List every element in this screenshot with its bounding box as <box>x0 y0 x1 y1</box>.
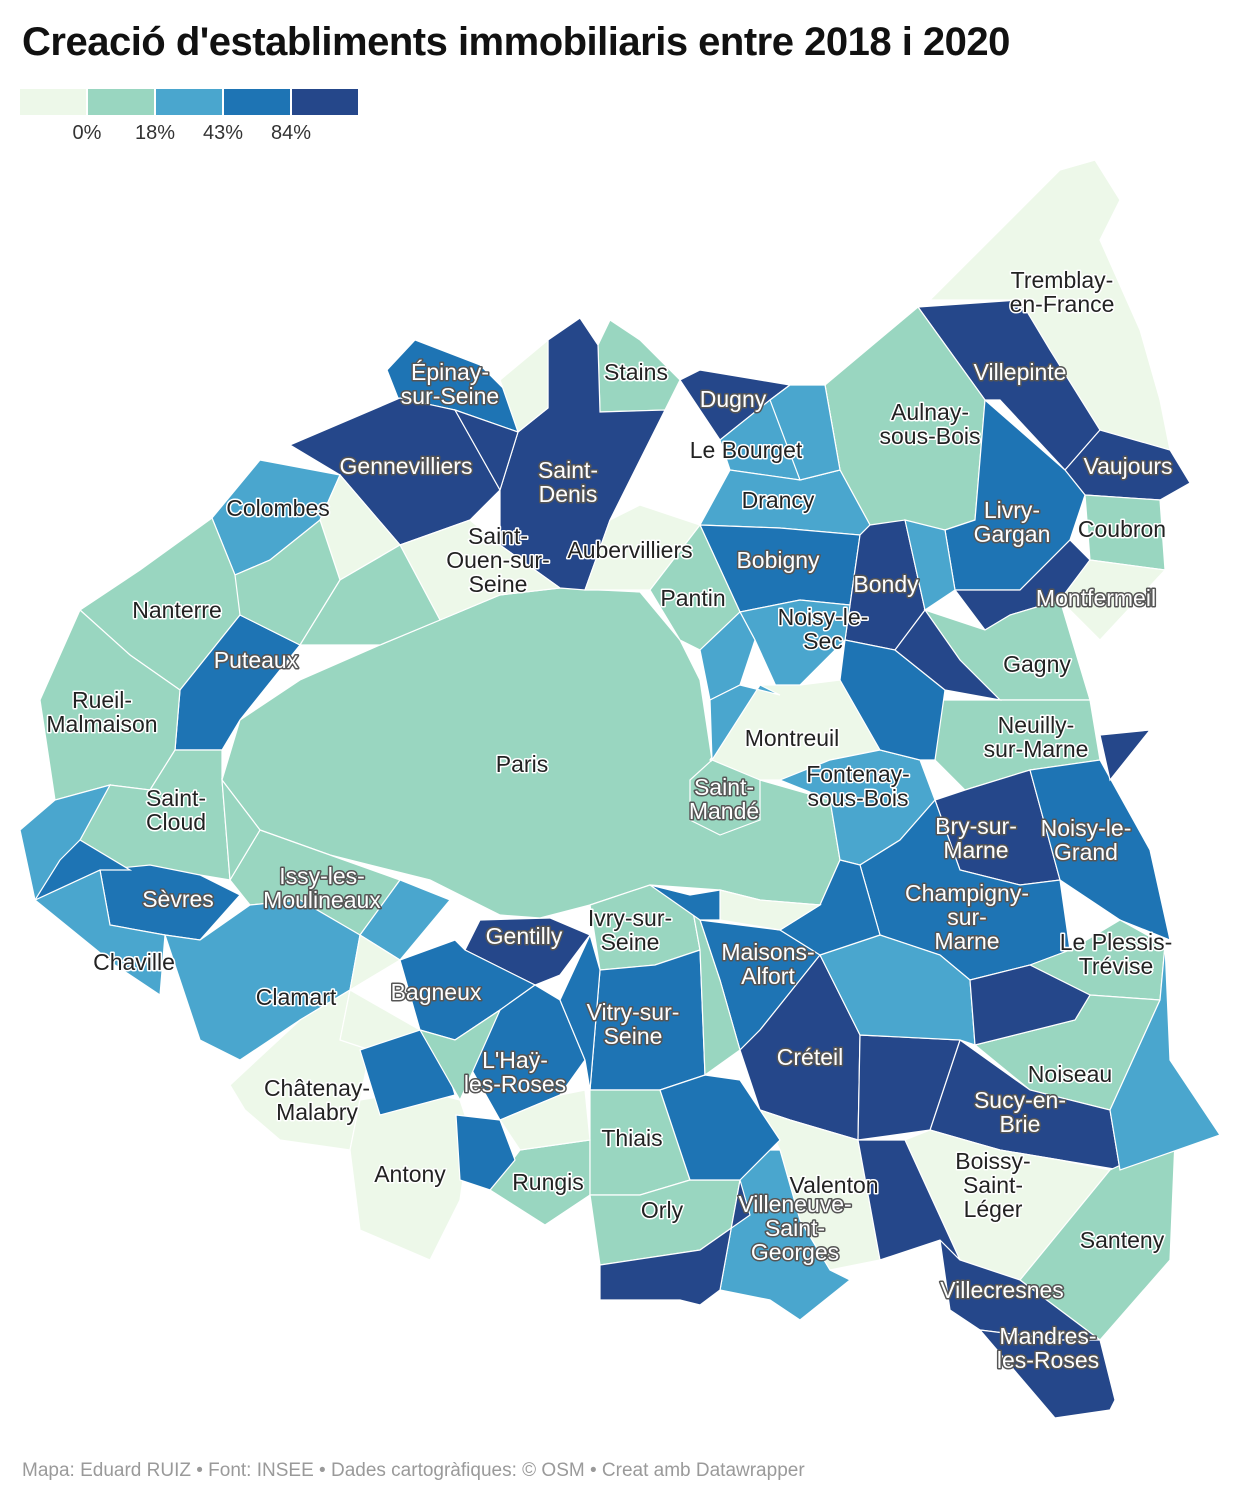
label-Coubron: Coubron <box>1078 516 1166 542</box>
label-Bobigny: Bobigny <box>736 547 820 573</box>
legend-label: 84% <box>270 122 312 144</box>
map-footer: Mapa: Eduard RUIZ • Font: INSEE • Dades … <box>22 1460 805 1481</box>
label-Issy-les- Moulineaux: Issy-les-Moulineaux <box>263 863 381 913</box>
label-Saint- Cloud: Saint-Cloud <box>146 785 206 835</box>
legend-label: 43% <box>202 122 244 144</box>
label-Tremblay- en-France: Tremblay-en-France <box>1010 267 1115 317</box>
label-Colombes: Colombes <box>226 495 330 521</box>
label-Stains: Stains <box>604 359 668 385</box>
label-Pantin: Pantin <box>660 585 725 611</box>
label-Montfermeil: Montfermeil <box>1036 585 1156 611</box>
label-Sucy-en- Brie: Sucy-en-Brie <box>974 1087 1066 1137</box>
label-Vaujours: Vaujours <box>1083 453 1172 479</box>
label-Gagny: Gagny <box>1003 651 1071 677</box>
label-Puteaux: Puteaux <box>214 647 299 673</box>
label-Valenton: Valenton <box>789 1172 878 1198</box>
label-Châtenay- Malabry: Châtenay-Malabry <box>264 1075 370 1125</box>
label-Fontenay- sous-Bois: Fontenay-sous-Bois <box>806 761 910 811</box>
label-Noisy-le- Grand: Noisy-le-Grand <box>1041 815 1132 865</box>
region-Châtenay- Malabry <box>229 988 371 1151</box>
label-Livry- Gargan: Livry-Gargan <box>974 497 1051 547</box>
region-Aubervilliers <box>584 504 701 591</box>
label-Aubervilliers: Aubervilliers <box>567 537 692 563</box>
label-Antony: Antony <box>374 1161 446 1187</box>
label-Ivry-sur- Seine: Ivry-sur-Seine <box>588 905 672 955</box>
label-Sèvres: Sèvres <box>142 886 214 912</box>
legend-swatch-4 <box>292 89 358 115</box>
label-Bry-sur- Marne: Bry-sur-Marne <box>935 813 1017 863</box>
label-Noisy-le- Sec: Noisy-le-Sec <box>778 604 869 654</box>
label-Gentilly: Gentilly <box>486 923 563 949</box>
label-Créteil: Créteil <box>777 1044 843 1070</box>
label-Rungis: Rungis <box>512 1169 584 1195</box>
label-Villeneuve- Saint- Georges: Villeneuve-Saint-Georges <box>738 1191 851 1265</box>
label-Le Plessis- Trévise: Le Plessis-Trévise <box>1060 929 1172 979</box>
label-Bondy: Bondy <box>853 571 919 597</box>
label-Champigny- sur- Marne: Champigny-sur-Marne <box>905 880 1029 954</box>
legend-swatch-1 <box>88 89 154 115</box>
label-Le Bourget: Le Bourget <box>690 437 803 463</box>
label-Orly: Orly <box>641 1197 684 1223</box>
label-Aulnay- sous-Bois: Aulnay-sous-Bois <box>880 399 981 449</box>
map-regions <box>19 159 1221 1419</box>
color-legend: 0% 18% 43% 84% <box>20 89 360 149</box>
region-Mandres- les-Roses <box>978 1329 1116 1419</box>
label-Villecresnes: Villecresnes <box>940 1277 1064 1303</box>
legend-label: 0% <box>72 122 102 144</box>
region-Noisy-le- Sec <box>739 599 851 696</box>
label-Rueil- Malmaison: Rueil-Malmaison <box>46 687 157 737</box>
label-Chaville: Chaville <box>93 949 175 975</box>
map-title: Creació d'establiments immobiliaris entr… <box>22 20 1010 64</box>
label-Saint- Ouen-sur- Seine: Saint-Ouen-sur-Seine <box>446 523 550 597</box>
label-Saint- Mandé: Saint-Mandé <box>689 774 759 824</box>
label-Santeny: Santeny <box>1080 1227 1165 1253</box>
label-Montreuil: Montreuil <box>745 725 840 751</box>
label-Paris: Paris <box>496 751 548 777</box>
label-Neuilly- sur-Marne: Neuilly-sur-Marne <box>984 712 1089 762</box>
label-Dugny: Dugny <box>700 386 767 412</box>
legend-swatch-3 <box>224 89 290 115</box>
legend-label: 18% <box>134 122 176 144</box>
label-L'Haÿ- les-Roses: L'Haÿ-les-Roses <box>464 1047 566 1097</box>
label-Maisons- Alfort: Maisons-Alfort <box>721 939 814 989</box>
label-Bagneux: Bagneux <box>391 979 482 1005</box>
map-labels: Tremblay-en-France Villepinte Aulnay-sous-… <box>45 266 1174 1375</box>
label-Drancy: Drancy <box>742 487 815 513</box>
label-Saint- Denis: Saint-Denis <box>538 457 598 507</box>
label-Épinay- sur-Seine: Épinay-sur-Seine <box>401 359 499 409</box>
label-Boissy- Saint- Léger: Boissy-Saint-Léger <box>955 1148 1030 1222</box>
label-Gennevilliers: Gennevilliers <box>340 453 473 479</box>
label-Vitry-sur- Seine: Vitry-sur-Seine <box>587 999 680 1049</box>
label-Nanterre: Nanterre <box>132 597 221 623</box>
label-Clamart: Clamart <box>256 984 337 1010</box>
legend-swatch-0 <box>20 89 86 115</box>
legend-swatch-2 <box>156 89 222 115</box>
label-Noiseau: Noiseau <box>1028 1061 1112 1087</box>
label-Mandres- les-Roses: Mandres-les-Roses <box>997 1323 1099 1373</box>
label-Thiais: Thiais <box>601 1125 662 1151</box>
label-Villepinte: Villepinte <box>974 359 1067 385</box>
